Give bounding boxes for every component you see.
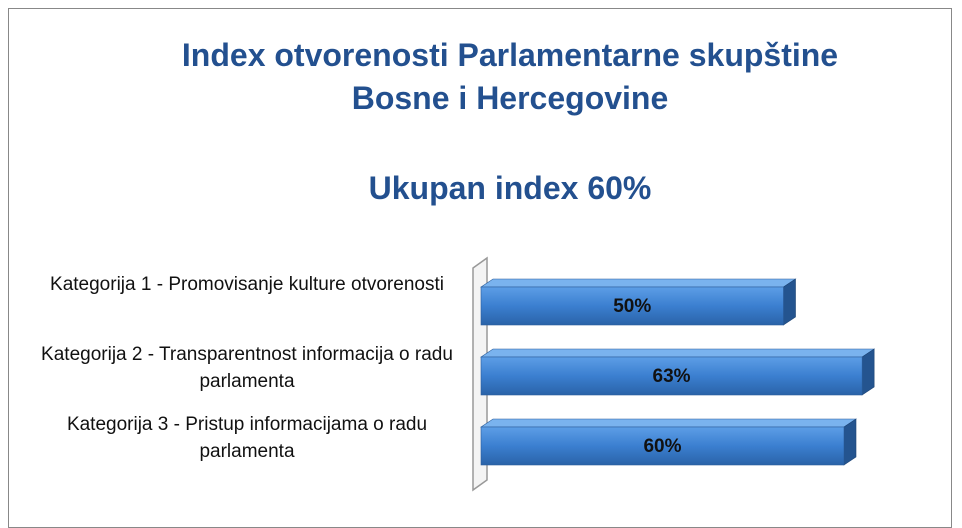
bar [480, 418, 857, 466]
category-label: Kategorija 2 - Transparentnost informaci… [41, 344, 453, 392]
bar-top [480, 278, 797, 288]
chart-title: Index otvorenosti Parlamentarne skupštin… [181, 37, 839, 116]
value-label: 63% [653, 366, 691, 387]
bar-side [783, 278, 796, 326]
bar-front [480, 286, 784, 326]
category-label: Kategorija 3 - Pristup informacijama o r… [66, 414, 428, 462]
category-label: Kategorija 1 - Promovisanje kulture otvo… [50, 274, 444, 295]
bar-front [480, 356, 863, 396]
value-label: 60% [643, 436, 681, 457]
bar-top [480, 348, 876, 358]
value-label: 50% [613, 296, 651, 317]
bar-top [480, 418, 857, 428]
bar-side [843, 418, 857, 466]
bar [480, 348, 876, 396]
chart-subtitle: Ukupan index 60% [368, 170, 652, 206]
bar [480, 278, 797, 326]
bar-front [480, 426, 845, 466]
bar-side [861, 348, 875, 396]
